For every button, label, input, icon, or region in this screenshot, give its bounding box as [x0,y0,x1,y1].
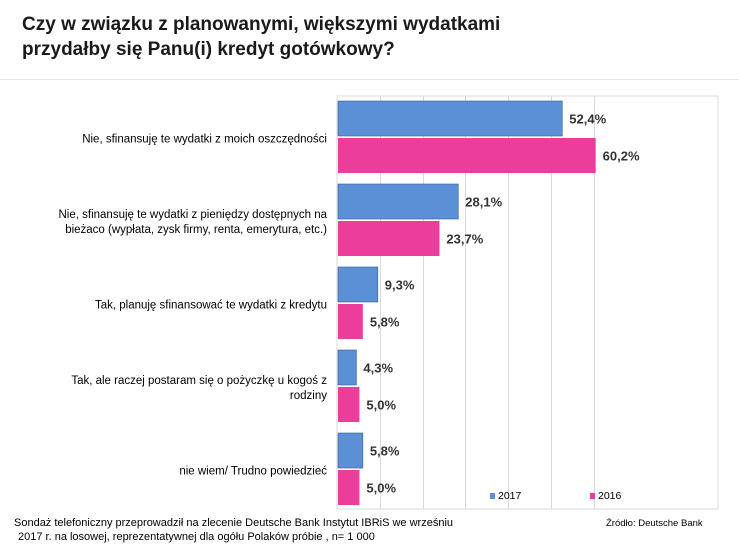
bar-2016 [338,304,363,339]
plot-area [336,95,719,510]
category-label: rodziny [290,390,327,402]
bar-2016 [338,387,360,422]
category-label: Nie, sfinansuję te wydatki z pieniędzy d… [59,209,328,221]
title-line-1: Czy w związku z planowanymi, większymi w… [22,14,501,35]
footnote: Sondaż telefoniczny przeprowadził na zle… [14,516,514,544]
footnote-line-1: Sondaż telefoniczny przeprowadził na zle… [14,517,454,529]
source-note: Źródło: Deutsche Bank [606,518,703,529]
data-label-2017: 52,4% [569,112,606,127]
data-label-2016: 5,0% [366,398,396,413]
bar-2017 [337,349,357,386]
bar-2017 [337,100,563,137]
data-label-2017: 5,8% [370,444,400,459]
category-label: Tak, ale raczej postaram się o pożyczkę … [71,375,327,387]
bar-2016 [338,221,440,256]
data-label-2016: 5,8% [370,315,400,330]
data-label-2017: 4,3% [363,361,393,376]
data-label-2017: 28,1% [465,195,502,210]
category-label: bieżaco (wypłata, zysk firmy, renta, eme… [65,224,327,236]
bar-2017 [337,266,379,303]
legend-swatch-2016 [590,493,595,499]
data-label-2017: 9,3% [385,278,415,293]
bar-2016 [338,470,360,505]
legend-label-2016: 2016 [598,490,622,502]
legend-swatch-2017 [490,493,495,499]
legend-label-2017: 2017 [498,490,522,502]
category-label: Nie, sfinansuję te wydatki z moich oszcz… [82,134,327,146]
title-line-2: przydałby się Panu(i) kredyt gotówkowy? [22,39,395,60]
chart-title: Czy w związku z planowanymi, większymi w… [22,12,702,62]
bar-2016 [338,138,596,173]
category-label: Tak, planuję sfinansować te wydatki z kr… [95,300,327,312]
bar-2017 [337,432,364,469]
data-label-2016: 60,2% [603,149,640,164]
title-divider [0,79,739,80]
data-label-2016: 5,0% [366,481,396,496]
data-label-2016: 23,7% [446,232,483,247]
footnote-line-2: 2017 r. na losowej, reprezentatywnej dla… [18,531,375,543]
category-label: nie wiem/ Trudno powiedzieć [179,466,327,478]
bar-2017 [337,183,459,220]
